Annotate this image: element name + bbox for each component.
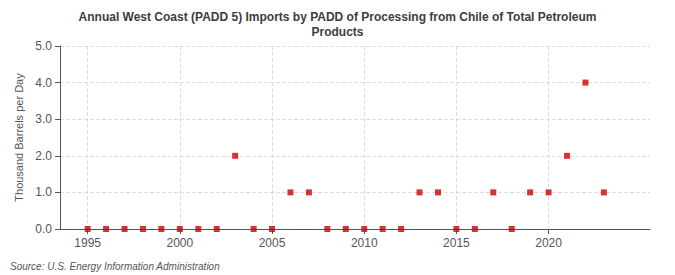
svg-text:5.0: 5.0 [35,39,52,53]
svg-text:2010: 2010 [351,236,378,250]
svg-text:1.0: 1.0 [35,185,52,199]
svg-text:Products: Products [311,25,363,39]
svg-text:Thousand Barrels per Day: Thousand Barrels per Day [13,73,25,202]
svg-text:2000: 2000 [166,236,193,250]
svg-text:2005: 2005 [259,236,286,250]
svg-text:0.0: 0.0 [35,222,52,236]
svg-text:Annual West Coast (PADD 5) Imp: Annual West Coast (PADD 5) Imports by PA… [79,10,597,24]
svg-text:2020: 2020 [535,236,562,250]
svg-text:3.0: 3.0 [35,112,52,126]
svg-text:1995: 1995 [74,236,101,250]
svg-text:4.0: 4.0 [35,76,52,90]
svg-text:2015: 2015 [443,236,470,250]
svg-text:Source: U.S. Energy Informatio: Source: U.S. Energy Information Administ… [10,261,220,272]
svg-text:2.0: 2.0 [35,149,52,163]
